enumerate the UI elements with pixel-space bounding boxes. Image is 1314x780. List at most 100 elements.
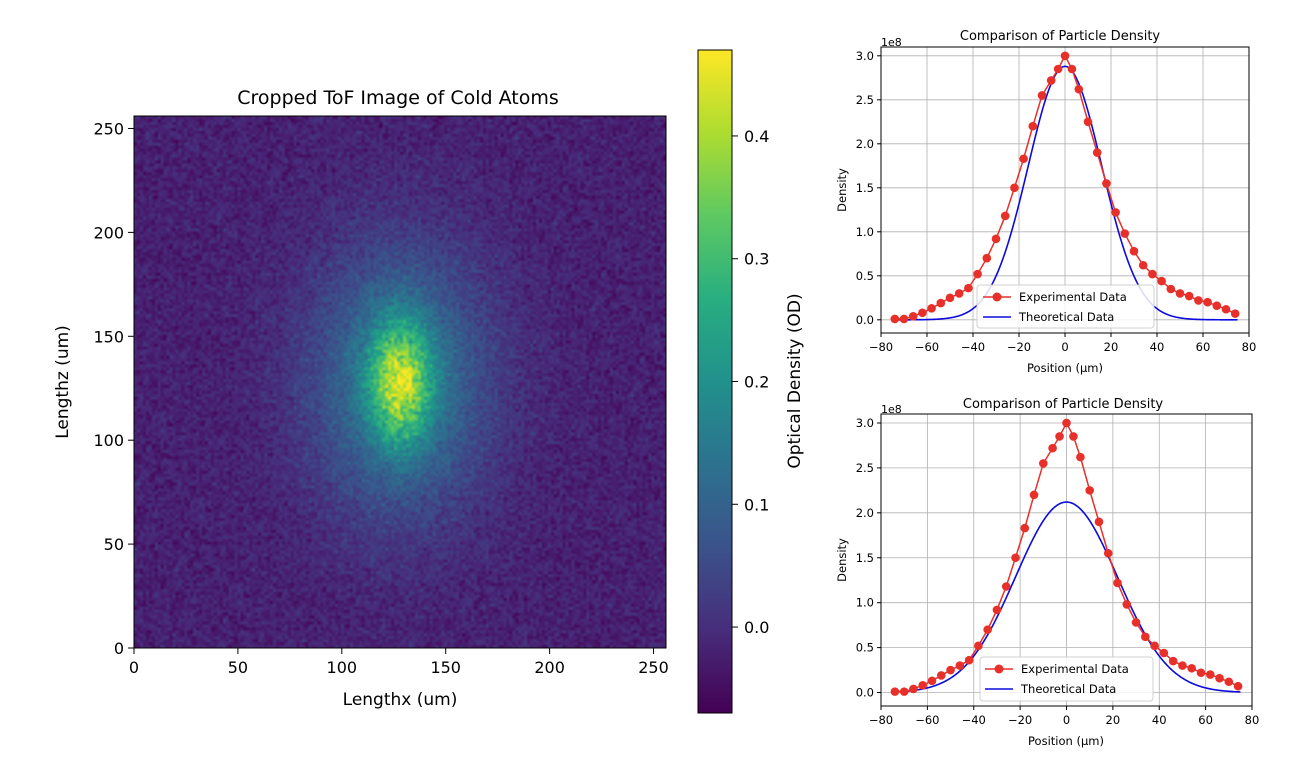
experimental-point (1157, 276, 1166, 286)
heatmap-image (134, 116, 666, 648)
x-tick-label: 60 (1198, 713, 1213, 727)
experimental-point (1062, 418, 1071, 428)
heatmap-x-tick-label: 0 (129, 658, 139, 677)
density-plot-bottom-x-axis: −80 −60 −40 −20 0 20 40 60 80 (869, 706, 1259, 727)
experimental-point (1175, 289, 1185, 298)
colorbar-tick-label: 0.3 (744, 250, 769, 269)
experimental-point (1028, 121, 1038, 131)
experimental-point (1029, 490, 1039, 500)
experimental-point (964, 283, 973, 293)
heatmap-x-tick-label: 150 (430, 658, 461, 677)
x-tick-label: 80 (1245, 713, 1260, 727)
density-plot-bottom-experimental (890, 418, 1243, 696)
y-tick-label: 2.0 (856, 506, 874, 520)
density-plot-top-experimental (890, 51, 1240, 324)
experimental-point (1094, 517, 1104, 527)
experimental-point (890, 314, 900, 324)
heatmap-x-tick-label: 200 (534, 658, 565, 677)
x-tick-label: −60 (915, 340, 939, 354)
density-plot-top-title: Comparison of Particle Density (960, 29, 1161, 44)
experimental-point (1138, 260, 1148, 270)
colorbar-tick-label: 0.2 (744, 373, 769, 392)
density-plot-top-frame (880, 46, 1250, 334)
density-plot-bottom-ylabel: Density (835, 538, 849, 582)
colorbar-ticks: 0.0 0.1 0.2 0.3 0.4 (732, 127, 769, 637)
y-tick-label: 0.0 (856, 686, 874, 700)
experimental-point (936, 671, 946, 680)
heatmap-y-tick-label: 200 (93, 223, 124, 242)
y-tick-label: 1.5 (856, 551, 874, 565)
colorbar-gradient (697, 49, 733, 714)
density-plot-top-x-axis: −80 −60 −40 −20 0 20 40 60 80 (869, 333, 1256, 354)
experimental-point (1141, 632, 1150, 642)
x-tick-label: 20 (1106, 713, 1121, 727)
experimental-point (1203, 297, 1212, 307)
heatmap-x-tick-label: 250 (638, 658, 669, 677)
experimental-point (1067, 64, 1077, 74)
x-tick-label: −20 (1007, 340, 1031, 354)
heatmap-y-tick-label: 50 (104, 535, 124, 554)
experimental-point (927, 304, 936, 313)
y-tick-label: 2.0 (856, 137, 874, 151)
experimental-point (1039, 459, 1048, 468)
experimental-point (1168, 656, 1178, 666)
experimental-point (1000, 211, 1010, 221)
heatmap-x-tick-label: 100 (327, 658, 358, 677)
x-tick-label: 20 (1104, 340, 1119, 354)
experimental-point (1103, 548, 1113, 558)
y-tick-label: 1.0 (856, 596, 874, 610)
heatmap-y-axis: 0 50 100 150 200 250 (93, 119, 134, 658)
experimental-point (1131, 618, 1141, 627)
density-plot-bottom-xlabel: Position (µm) (1028, 734, 1104, 748)
x-tick-label: 0 (1063, 713, 1070, 727)
density-plot-bottom-title: Comparison of Particle Density (963, 397, 1164, 412)
legend-theoretical-label: Theoretical Data (1020, 682, 1116, 696)
density-plot-bottom-y-axis: 0.0 0.5 1.0 1.5 2.0 2.5 3.0 (856, 416, 881, 700)
x-tick-label: −80 (869, 713, 893, 727)
experimental-point (945, 293, 955, 303)
y-tick-label: 2.5 (856, 461, 874, 475)
colorbar-label: Optical Density (OD) (785, 293, 805, 468)
experimental-point (1221, 304, 1231, 314)
heatmap-frame (133, 115, 667, 649)
x-tick-label: −40 (961, 340, 985, 354)
experimental-point (1129, 246, 1139, 256)
x-tick-label: 40 (1150, 340, 1165, 354)
heatmap-y-tick-label: 0 (114, 639, 124, 658)
experimental-point (1048, 443, 1057, 453)
experimental-point (991, 234, 1001, 244)
colorbar-tick-label: 0.0 (744, 618, 769, 637)
y-tick-label: 0.5 (856, 641, 874, 655)
experimental-point (974, 641, 983, 651)
legend-box (976, 284, 1155, 329)
experimental-point (899, 314, 909, 324)
experimental-point (1224, 677, 1234, 687)
heatmap-title: Cropped ToF Image of Cold Atoms (237, 87, 558, 109)
experimental-point (955, 661, 965, 670)
experimental-point (908, 311, 918, 321)
density-plot-top-ylabel: Density (835, 168, 849, 212)
experimental-point (1184, 291, 1194, 301)
heatmap-x-axis: 0 50 100 150 200 250 (129, 648, 669, 677)
density-plot-top-y-axis: 0.0 0.5 1.0 1.5 2.0 2.5 3.0 (856, 49, 881, 327)
density-plot-bottom-legend: Experimental Data Theoretical Data (979, 656, 1154, 702)
experimental-point (1055, 432, 1064, 441)
experimental-point (983, 625, 992, 634)
density-plot-bottom-frame (880, 413, 1253, 707)
x-tick-label: −20 (1008, 713, 1032, 727)
experimental-point (1187, 663, 1197, 673)
experimental-point (918, 681, 928, 690)
experimental-point (964, 655, 974, 665)
experimental-point (936, 298, 946, 308)
y-tick-label: 1.5 (856, 181, 874, 195)
experimental-point (1020, 523, 1030, 533)
experimental-point (1076, 452, 1085, 462)
experimental-point (927, 676, 937, 686)
x-tick-label: −80 (869, 340, 893, 354)
legend-experimental-marker (994, 664, 1004, 674)
x-tick-label: 60 (1196, 340, 1211, 354)
experimental-point (992, 605, 1002, 615)
experimental-point (1092, 148, 1102, 157)
theoretical-curve (892, 501, 1241, 693)
